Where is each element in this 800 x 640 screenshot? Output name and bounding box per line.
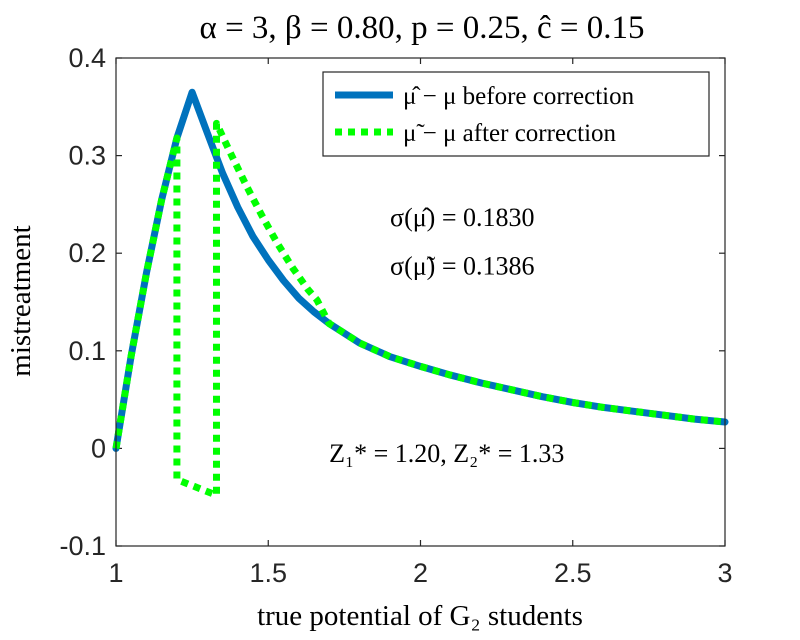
x-axis-label: true potential of G₂ students	[257, 600, 583, 632]
axes-box	[115, 57, 726, 547]
annotations: σ(μ̂) = 0.1830 σ(μ̃) = 0.1386 Z₁* = 1.20, …	[329, 203, 564, 468]
x-tick-label: 1.5	[249, 558, 287, 588]
x-tick-label: 1	[108, 558, 123, 588]
y-tick-label: 0.2	[68, 238, 106, 268]
x-tick-label: 2.5	[554, 558, 592, 588]
y-tick-label: -0.1	[59, 531, 106, 561]
legend: μ̂ − μ before correction μ̃ − μ after cor…	[322, 71, 710, 157]
y-tick-label: 0.1	[68, 336, 106, 366]
chart-title: α = 3, β = 0.80, p = 0.25, ĉ = 0.15	[200, 10, 645, 46]
legend-label-1: μ̂ − μ before correction	[403, 83, 635, 110]
x-tick-label: 2	[413, 558, 428, 588]
series-line-2	[112, 119, 726, 499]
annotation-2: σ(μ̃) = 0.1386	[390, 252, 534, 281]
x-tick-label: 3	[717, 558, 732, 588]
x-axis-ticks: 1 1.5 2 2.5 3	[108, 58, 733, 588]
annotation-1: σ(μ̂) = 0.1830	[390, 203, 534, 232]
y-axis-label: mistreatment	[5, 225, 37, 376]
data-lines	[112, 88, 729, 499]
y-tick-label: 0.4	[68, 43, 106, 73]
y-tick-label: 0	[91, 433, 106, 463]
y-tick-label: 0.3	[68, 141, 106, 171]
legend-label-2: μ̃ − μ after correction	[403, 120, 617, 147]
annotation-3: Z₁* = 1.20, Z₂* = 1.33	[329, 439, 564, 468]
legend-box	[322, 71, 710, 157]
